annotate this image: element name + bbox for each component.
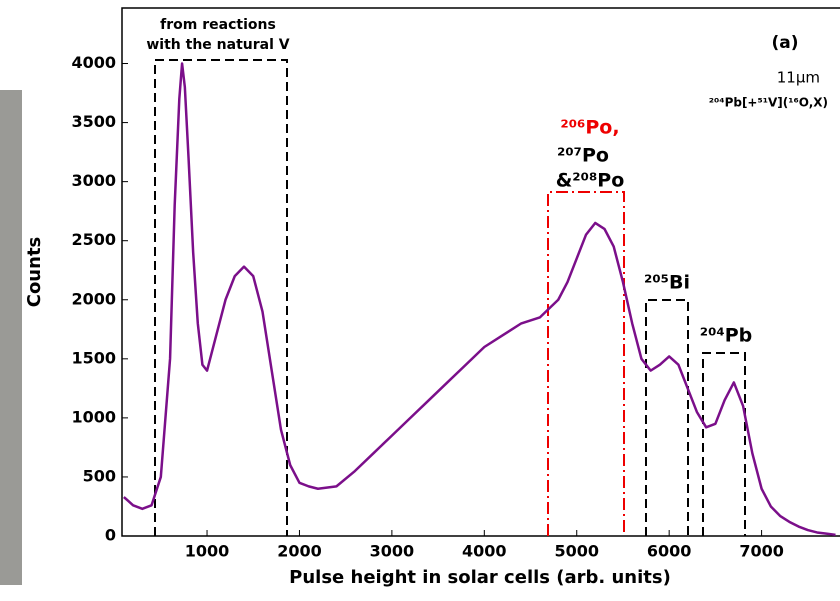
x-tick-label: 3000: [370, 542, 415, 561]
y-axis-label: Counts: [24, 237, 45, 308]
annotation: (a): [771, 33, 798, 53]
region-box: [154, 59, 288, 536]
plot-frame: [121, 7, 840, 537]
y-tick-label: 3500: [71, 112, 116, 131]
annotation: 11μm: [777, 69, 820, 87]
y-tick-label: 3000: [71, 171, 116, 190]
x-tick-label: 7000: [739, 542, 784, 561]
y-tick-label: 4000: [71, 53, 116, 72]
x-tick-label: 1000: [185, 542, 230, 561]
y-tick-label: 0: [105, 526, 116, 545]
annotation: &²⁰⁸Po: [556, 170, 625, 192]
annotation: ²⁰⁵Bi: [644, 272, 690, 294]
region-box: [645, 299, 689, 536]
x-tick-label: 4000: [462, 542, 507, 561]
annotation: ²⁰⁴Pb[+⁵¹V](¹⁶O,X): [709, 96, 828, 110]
annotation: from reactions: [160, 17, 276, 33]
annotation: with the natural V: [146, 37, 289, 53]
annotation: ²⁰⁴Pb: [700, 325, 753, 347]
x-tick-label: 5000: [554, 542, 599, 561]
annotation: ²⁰⁶Po,: [560, 117, 619, 139]
region-box: [702, 352, 746, 536]
photo-strip: [0, 90, 22, 585]
annotation: ²⁰⁷Po: [557, 145, 609, 167]
x-axis-label: Pulse height in solar cells (arb. units): [289, 567, 671, 588]
y-tick-label: 1500: [71, 348, 116, 367]
y-tick-label: 500: [83, 466, 116, 485]
y-tick-label: 1000: [71, 407, 116, 426]
region-box: [547, 191, 625, 536]
x-tick-label: 6000: [647, 542, 692, 561]
series-line: [123, 62, 836, 537]
y-tick-label: 2000: [71, 289, 116, 308]
y-tick-label: 2500: [71, 230, 116, 249]
x-tick-label: 2000: [277, 542, 322, 561]
